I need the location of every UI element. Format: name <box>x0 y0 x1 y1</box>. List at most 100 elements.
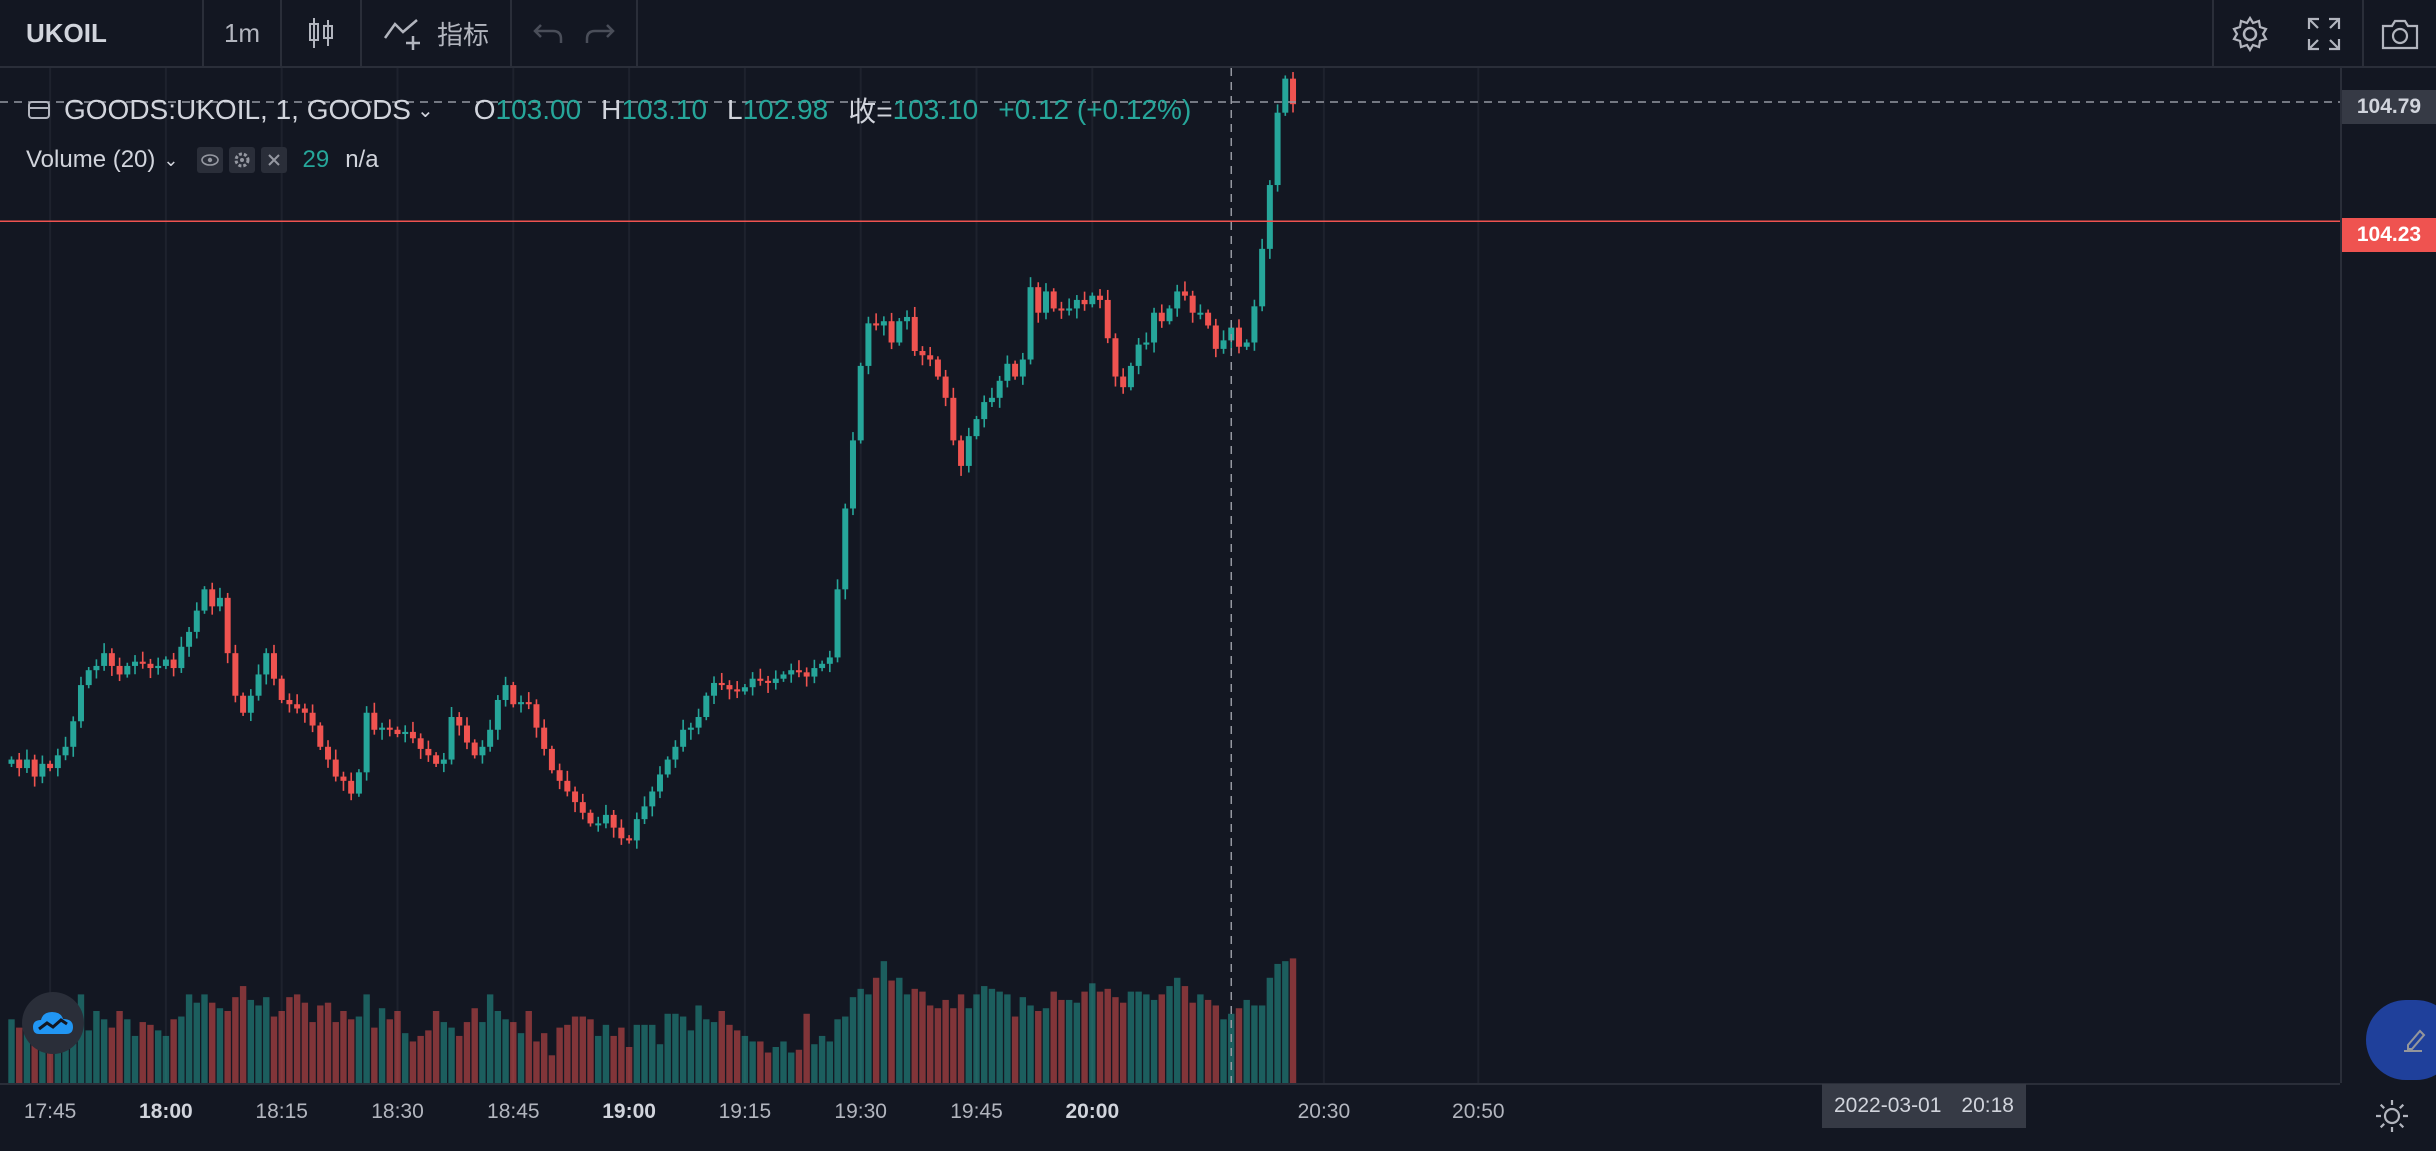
crosshair-time: 20:18 <box>1961 1094 2014 1117</box>
candle-body <box>687 727 694 730</box>
candle-body <box>487 729 494 747</box>
candle-body <box>247 695 254 713</box>
candle-body <box>155 665 162 669</box>
volume-bar <box>1204 999 1212 1083</box>
chevron-down-icon[interactable]: ⌄ <box>163 149 179 170</box>
candle-body <box>456 717 463 726</box>
volume-bar <box>834 1019 841 1083</box>
volume-bar <box>996 991 1003 1083</box>
volume-bar <box>394 1011 401 1083</box>
interval-button[interactable]: 1m <box>204 0 282 67</box>
candle-body <box>942 376 949 398</box>
volume-bar <box>595 1035 602 1083</box>
volume-bar <box>1019 997 1027 1083</box>
volume-bar <box>116 1011 123 1083</box>
candle-body <box>402 731 409 735</box>
eye-icon[interactable] <box>196 147 223 173</box>
candle-body <box>1197 312 1204 315</box>
volume-legend: Volume (20) ⌄ 29 n/a <box>26 142 379 178</box>
candle-body <box>116 665 123 675</box>
volume-bar <box>1058 999 1065 1083</box>
candle-body <box>602 814 609 824</box>
price-axis[interactable] <box>2340 68 2436 1083</box>
candle-body <box>1058 308 1065 311</box>
undo-icon[interactable] <box>533 21 563 45</box>
candle-body <box>340 776 347 781</box>
candle-body <box>1097 295 1104 300</box>
volume-bar <box>672 1013 679 1083</box>
candle-body <box>193 610 200 632</box>
symbol-label: UKOIL <box>26 17 107 48</box>
candle-body <box>927 355 934 360</box>
candle-body <box>1135 344 1142 366</box>
legend-symbol[interactable]: GOODS:UKOIL, 1, GOODS <box>64 94 411 125</box>
volume-bar <box>209 1002 216 1083</box>
volume-bar <box>1158 994 1165 1083</box>
candle-body <box>1181 291 1188 296</box>
symbol-search-button[interactable]: UKOIL <box>0 0 204 67</box>
candle-body <box>394 729 401 735</box>
time-axis[interactable] <box>0 1083 2340 1151</box>
volume-bar <box>1135 991 1142 1083</box>
symbol-info-icon[interactable] <box>26 97 52 123</box>
volume-bar <box>216 1008 224 1083</box>
candle-body <box>332 759 339 777</box>
volume-bar <box>471 1008 478 1083</box>
top-toolbar: UKOIL 1m 指标 <box>0 0 2436 68</box>
volume-bar <box>479 1022 486 1083</box>
volume-bar <box>1104 988 1111 1083</box>
fullscreen-button[interactable] <box>2286 0 2362 68</box>
candle-body <box>386 727 393 730</box>
volume-bar <box>270 1016 278 1083</box>
volume-bar <box>224 1011 231 1083</box>
volume-label: Volume (20) <box>26 146 156 173</box>
candle-body <box>216 597 223 607</box>
volume-bar <box>741 1035 749 1083</box>
volume-bar <box>633 1024 641 1083</box>
candle-body <box>919 351 926 356</box>
volume-bar <box>587 1019 594 1083</box>
chevron-down-icon[interactable]: ⌄ <box>416 99 434 122</box>
candle-body <box>1081 299 1088 305</box>
volume-bar <box>942 999 949 1083</box>
volume-bar <box>1289 958 1297 1083</box>
time-tick-label: 18:00 <box>139 1100 193 1123</box>
candle-body <box>1089 295 1096 305</box>
chart-type-button[interactable] <box>282 0 362 67</box>
candle-body <box>371 712 378 730</box>
last-price-label: 104.23 <box>2342 218 2436 252</box>
volume-bar <box>1073 1002 1081 1083</box>
volume-bar <box>293 994 301 1083</box>
volume-bar <box>772 1047 779 1083</box>
legend-close-label: 收= <box>848 96 893 127</box>
tradingview-logo[interactable] <box>22 992 84 1054</box>
crosshair-price-label: 104.79 <box>2342 90 2436 124</box>
indicators-button[interactable]: 指标 <box>362 0 512 67</box>
volume-bar <box>1050 991 1057 1083</box>
time-tick-label: 18:30 <box>371 1100 424 1123</box>
candle-body <box>47 763 54 769</box>
gear-icon[interactable] <box>228 147 255 173</box>
redo-icon[interactable] <box>585 21 615 45</box>
screenshot-button[interactable] <box>2362 0 2436 68</box>
candle-body <box>1004 363 1011 381</box>
legend-high: 103.10 <box>621 94 708 125</box>
candle-body <box>1205 312 1212 326</box>
close-icon[interactable] <box>260 147 287 173</box>
volume-bar <box>664 1013 671 1083</box>
candle-body <box>278 678 285 700</box>
price-chart[interactable] <box>0 68 2340 1083</box>
candle-body <box>379 727 386 730</box>
indicators-label: 指标 <box>436 19 489 50</box>
volume-bar <box>8 1019 15 1083</box>
candle-body <box>1166 308 1173 322</box>
candle-body <box>541 727 548 749</box>
volume-bar <box>1220 1019 1227 1083</box>
candle-body <box>8 759 15 764</box>
volume-bar <box>456 1035 463 1083</box>
settings-button[interactable] <box>2212 0 2286 68</box>
sun-icon[interactable] <box>2372 1096 2412 1136</box>
edit-button[interactable] <box>2366 1000 2436 1080</box>
fullscreen-icon <box>2307 17 2341 51</box>
crosshair-date: 2022-03-01 <box>1834 1094 1942 1117</box>
